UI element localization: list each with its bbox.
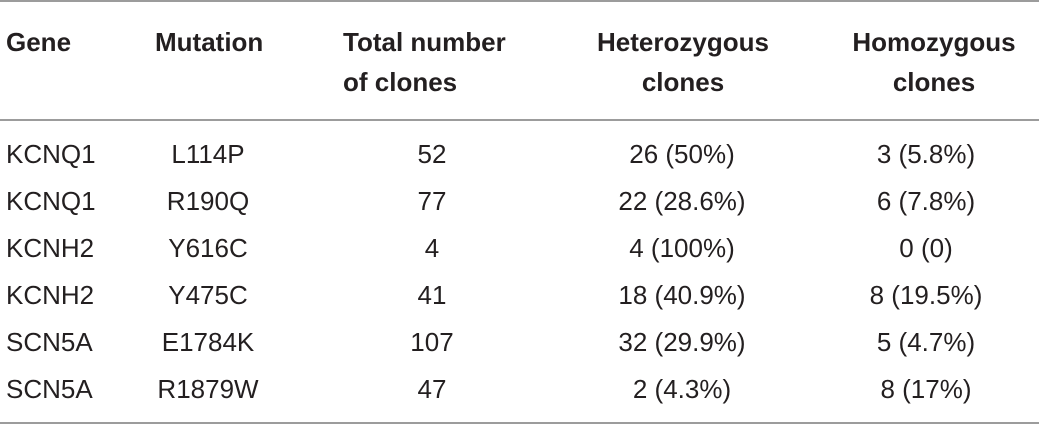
cell-homozygous: 8 (17%) bbox=[880, 374, 972, 404]
cell-mutation: Y616C bbox=[168, 233, 248, 263]
header-het-line-2: clones bbox=[641, 67, 725, 97]
table-top-rule bbox=[0, 0, 1039, 2]
cell-mutation: L114P bbox=[171, 139, 245, 169]
table-row: KCNQ1 R190Q 77 22 (28.6%) 6 (7.8%) bbox=[0, 177, 1039, 225]
table-row: KCNH2 Y616C 4 4 (100%) 0 (0) bbox=[0, 224, 1039, 272]
header-homozygous-clones: Homozygous clones bbox=[843, 22, 1025, 102]
table-bottom-rule bbox=[0, 422, 1039, 424]
cell-heterozygous: 22 (28.6%) bbox=[618, 186, 746, 216]
cell-mutation: R190Q bbox=[166, 186, 250, 216]
cell-homozygous: 5 (4.7%) bbox=[876, 327, 976, 357]
table-row: SCN5A E1784K 107 32 (29.9%) 5 (4.7%) bbox=[0, 318, 1039, 366]
cell-mutation: R1879W bbox=[157, 374, 259, 404]
header-hom-line-1: Homozygous bbox=[852, 27, 1016, 57]
header-mutation: Mutation bbox=[155, 22, 263, 62]
header-total-line-1: Total number bbox=[343, 27, 506, 57]
cell-total: 107 bbox=[410, 327, 454, 357]
cell-gene: KCNQ1 bbox=[6, 186, 96, 216]
cell-mutation: Y475C bbox=[168, 280, 248, 310]
cell-gene: KCNH2 bbox=[6, 233, 95, 263]
cell-gene: KCNH2 bbox=[6, 280, 95, 310]
header-total-clones: Total number of clones bbox=[343, 22, 506, 102]
cell-homozygous: 6 (7.8%) bbox=[876, 186, 976, 216]
header-gene-line-1: Gene bbox=[6, 27, 72, 57]
header-total-line-2: of clones bbox=[343, 67, 458, 97]
cell-total: 41 bbox=[417, 280, 447, 310]
cell-homozygous: 8 (19.5%) bbox=[869, 280, 983, 310]
cell-heterozygous: 18 (40.9%) bbox=[618, 280, 746, 310]
cell-total: 47 bbox=[417, 374, 447, 404]
cell-gene: SCN5A bbox=[6, 374, 93, 404]
header-het-line-1: Heterozygous bbox=[597, 27, 769, 57]
cell-total: 4 bbox=[424, 233, 440, 263]
table-row: KCNH2 Y475C 41 18 (40.9%) 8 (19.5%) bbox=[0, 271, 1039, 319]
cell-heterozygous: 4 (100%) bbox=[629, 233, 735, 263]
cell-gene: KCNQ1 bbox=[6, 139, 96, 169]
header-gene: Gene bbox=[6, 22, 71, 62]
table-row: KCNQ1 L114P 52 26 (50%) 3 (5.8%) bbox=[0, 130, 1039, 178]
header-divider-rule bbox=[0, 119, 1039, 121]
cell-total: 52 bbox=[417, 139, 447, 169]
table-row: SCN5A R1879W 47 2 (4.3%) 8 (17%) bbox=[0, 365, 1039, 413]
cell-heterozygous: 26 (50%) bbox=[629, 139, 735, 169]
cell-homozygous: 3 (5.8%) bbox=[876, 139, 976, 169]
cell-heterozygous: 32 (29.9%) bbox=[618, 327, 746, 357]
header-heterozygous-clones: Heterozygous clones bbox=[588, 22, 778, 102]
header-mutation-line-1: Mutation bbox=[155, 27, 264, 57]
cell-mutation: E1784K bbox=[161, 327, 255, 357]
cell-total: 77 bbox=[417, 186, 447, 216]
cell-heterozygous: 2 (4.3%) bbox=[632, 374, 732, 404]
header-hom-line-2: clones bbox=[892, 67, 976, 97]
cell-homozygous: 0 (0) bbox=[899, 233, 953, 263]
cell-gene: SCN5A bbox=[6, 327, 93, 357]
